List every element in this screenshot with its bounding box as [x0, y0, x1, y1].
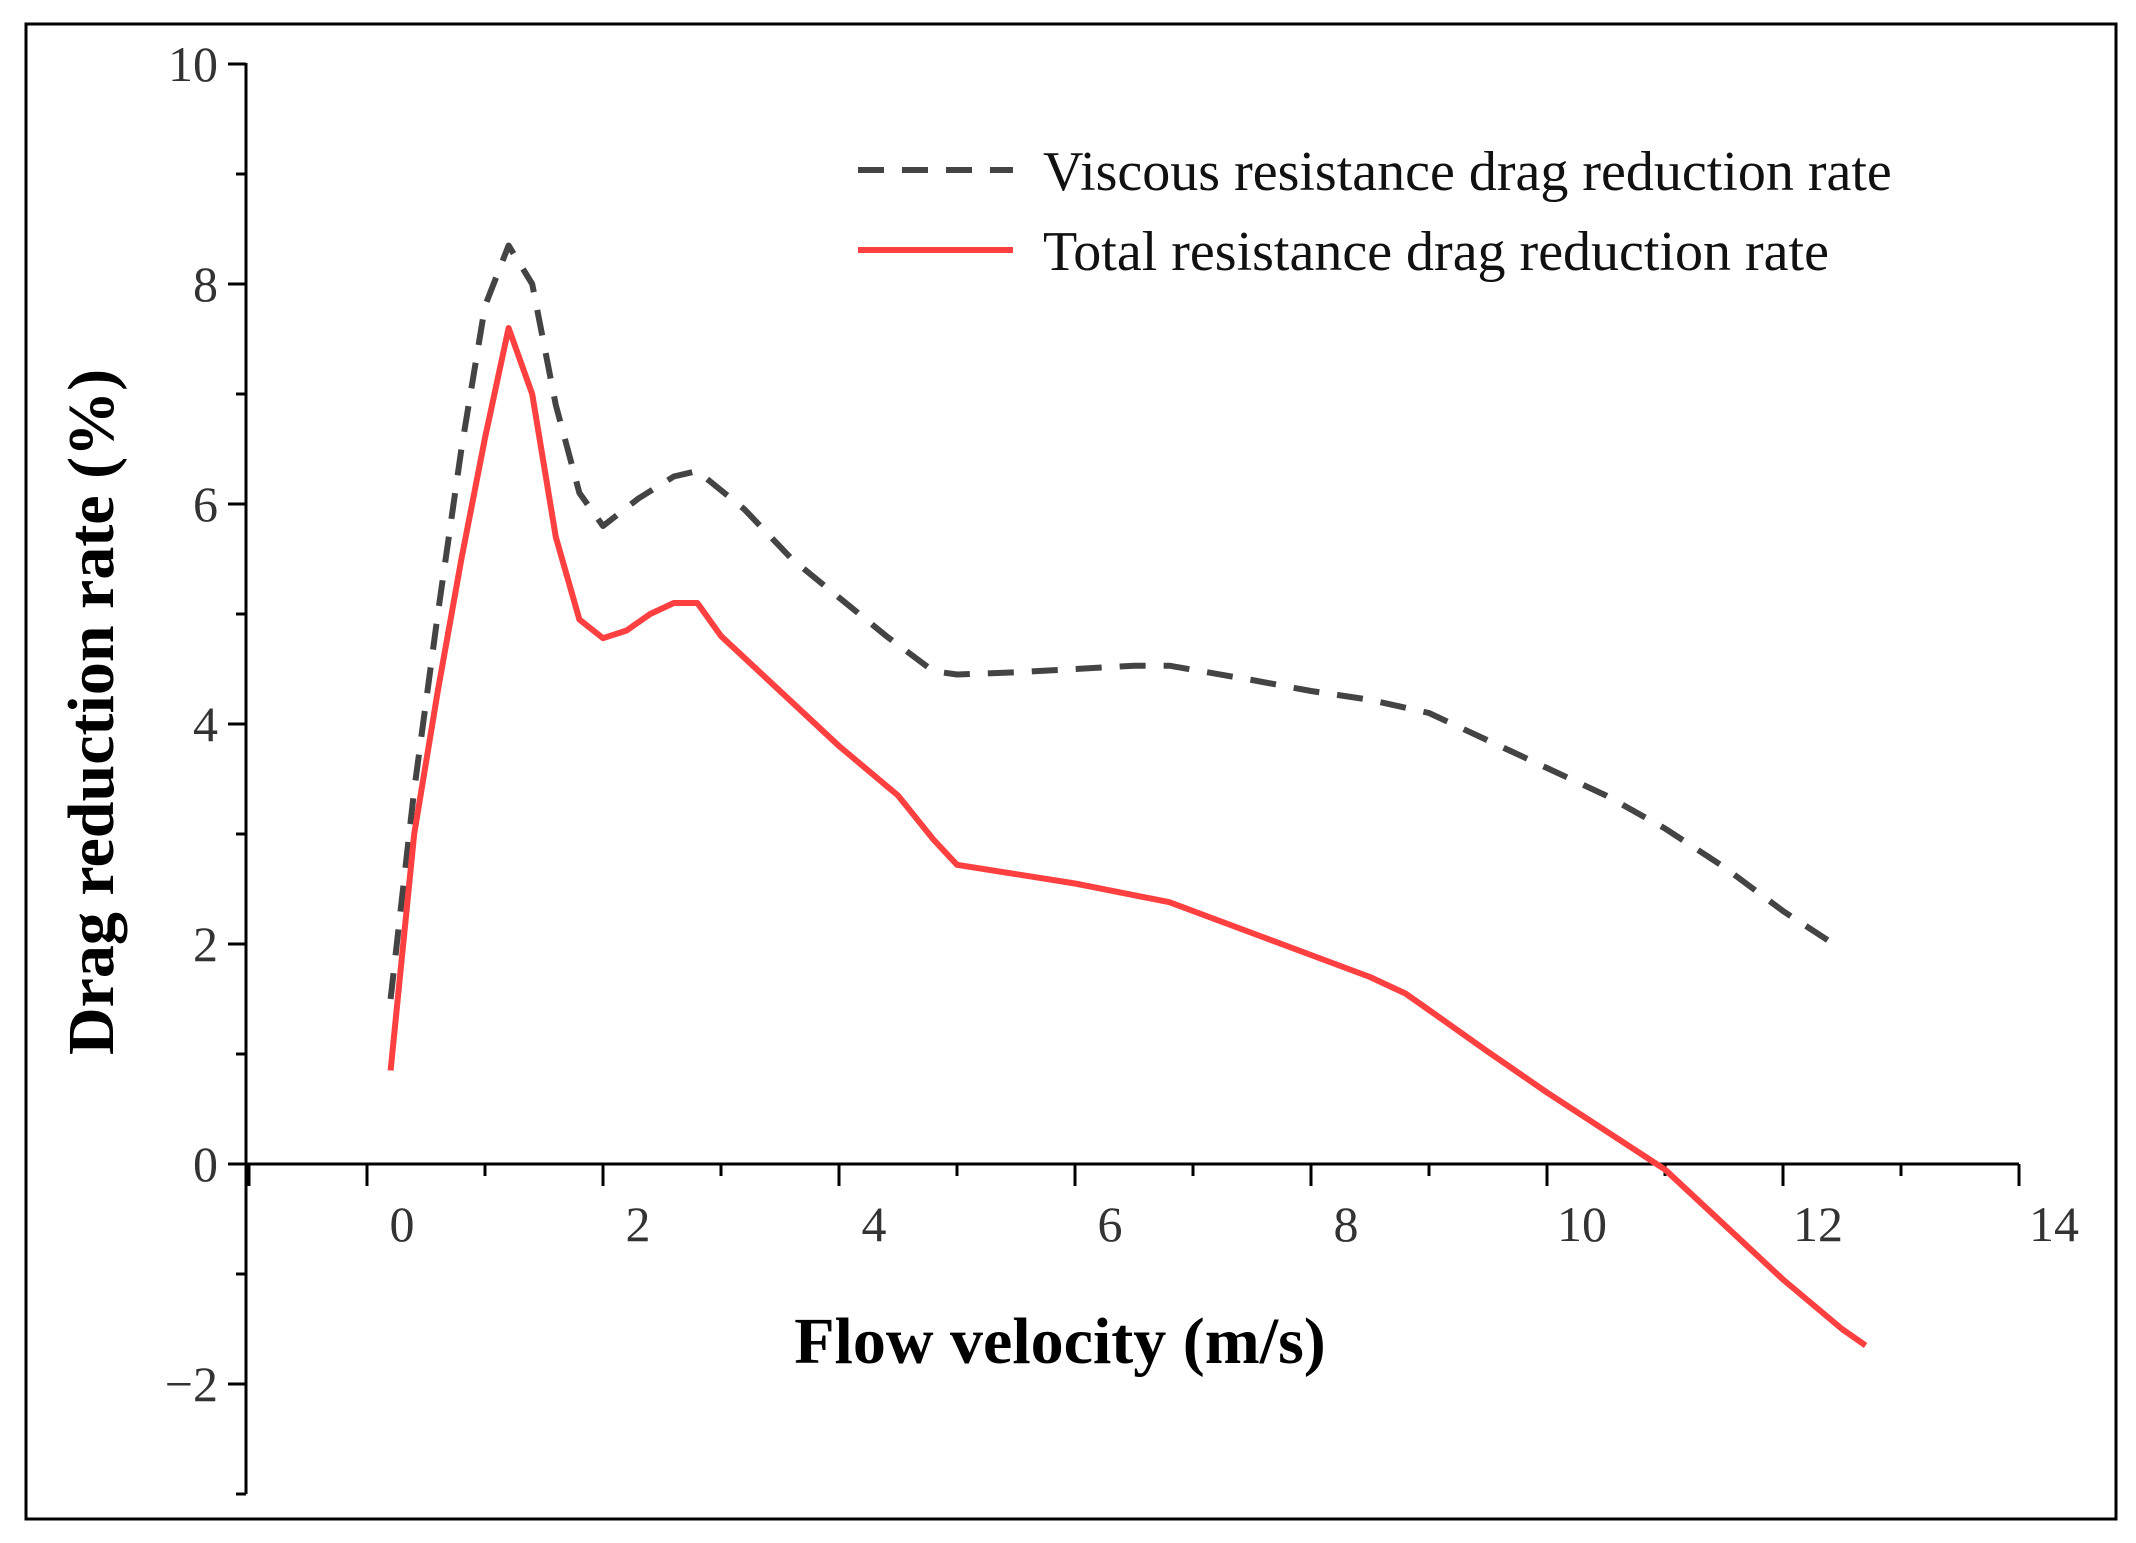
x-axis-title: Flow velocity (m/s): [794, 1305, 1326, 1378]
x-tick-label: 12: [1793, 1196, 1843, 1252]
y-tick-label: −2: [165, 1356, 218, 1412]
x-tick-label: 4: [862, 1196, 887, 1252]
figure-border: [24, 22, 2118, 1521]
legend-label-viscous: Viscous resistance drag reduction rate: [1043, 141, 1892, 203]
y-tick-label: 0: [193, 1136, 218, 1192]
y-tick-label: 8: [193, 256, 218, 312]
x-tick-label: 6: [1098, 1196, 1123, 1252]
y-tick-label: 2: [193, 916, 218, 972]
x-tick-label: 0: [390, 1196, 415, 1252]
y-tick-label: 4: [193, 696, 218, 752]
y-tick-label: 10: [168, 36, 218, 92]
legend-label-total: Total resistance drag reduction rate: [1043, 221, 1829, 283]
y-tick-label: 6: [193, 476, 218, 532]
x-tick-label: 2: [626, 1196, 651, 1252]
series-line-viscous: [387, 242, 1844, 1000]
x-tick-label: 14: [2029, 1196, 2079, 1252]
ticks: −2 0 2 4 6 8 10 0 2 4 6 8 10 12 14: [165, 36, 2079, 1496]
plot-area: [387, 242, 1868, 1348]
axes: [240, 63, 2019, 1494]
legend: Viscous resistance drag reduction rate T…: [858, 141, 1892, 283]
x-tick-label: 10: [1557, 1196, 1607, 1252]
y-axis-title: Drag reduction rate (%): [55, 369, 128, 1055]
x-tick-label: 8: [1334, 1196, 1359, 1252]
series-line-total: [387, 325, 1868, 1348]
